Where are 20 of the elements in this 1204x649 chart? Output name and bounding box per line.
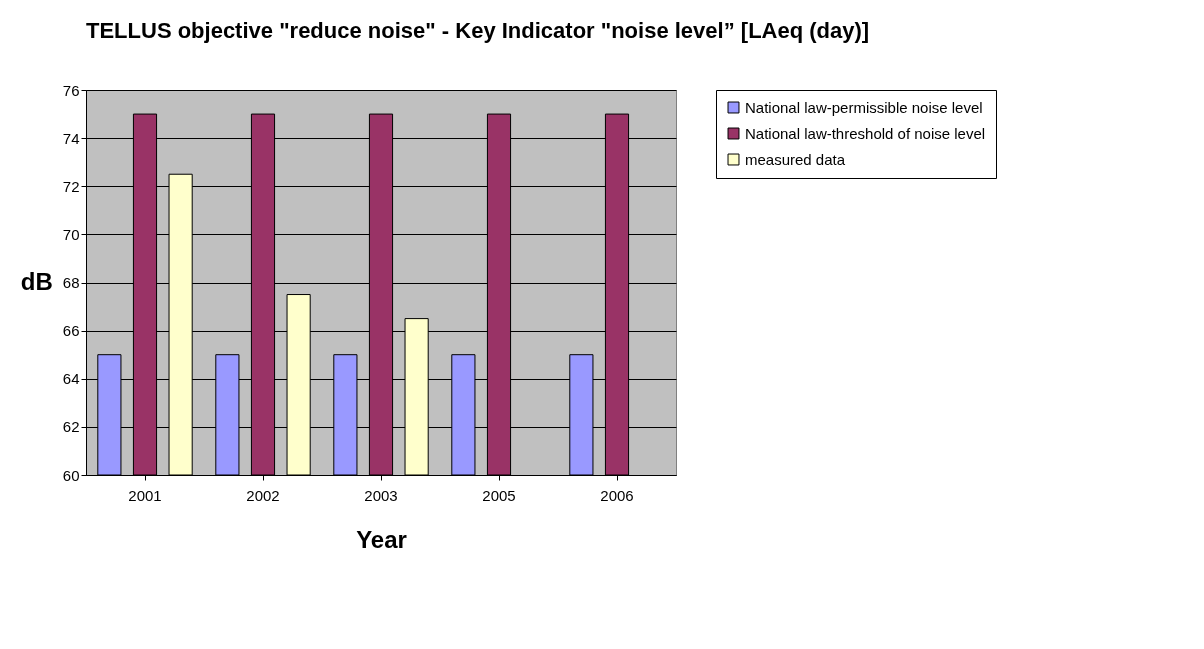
x-tick-label: 2001 <box>128 486 162 504</box>
x-tick-label: 2005 <box>482 486 516 504</box>
y-tick-label: 64 <box>62 370 80 388</box>
y-tick-label: 74 <box>62 129 80 147</box>
y-tick-label: 70 <box>62 225 80 243</box>
y-tick-label: 76 <box>62 81 80 99</box>
x-tick-label: 2006 <box>600 486 634 504</box>
legend-label: National law-threshold of noise level <box>745 124 986 142</box>
legend-label: National law-permissible noise level <box>745 98 983 116</box>
legend-label: measured data <box>745 150 846 168</box>
x-tick-label: 2002 <box>246 486 280 504</box>
y-tick-label: 72 <box>62 177 80 195</box>
x-tick-label: 2003 <box>364 486 398 504</box>
x-axis-title: Year <box>356 525 407 553</box>
y-tick-label: 60 <box>62 466 80 484</box>
y-tick-label: 66 <box>62 322 80 340</box>
chart-title: TELLUS objective "reduce noise" - Key Indicator "noise level” [LAeq (day)] <box>86 18 870 43</box>
y-tick-label: 68 <box>62 274 80 291</box>
y-axis-title: dB <box>20 268 53 295</box>
y-tick-label: 62 <box>62 418 80 436</box>
